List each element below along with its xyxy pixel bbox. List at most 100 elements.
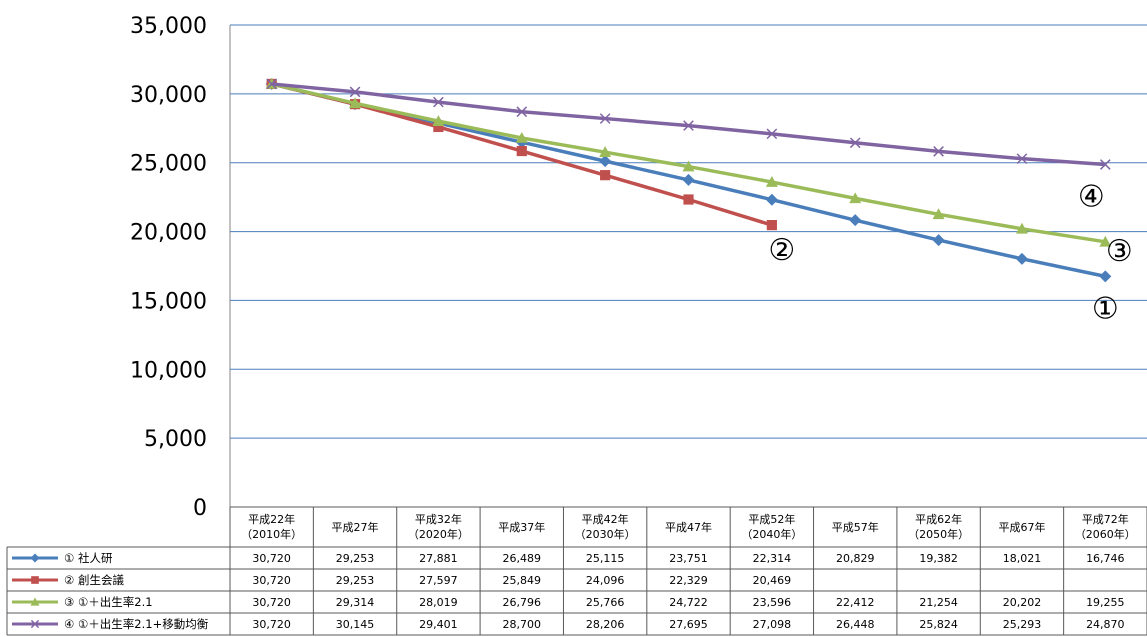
y-tick-label: 15,000 bbox=[130, 289, 207, 314]
data-cell: 29,253 bbox=[336, 552, 375, 565]
data-cell: 23,596 bbox=[753, 596, 792, 609]
x-tick-sublabel: （2010年） bbox=[241, 527, 302, 541]
data-cell: 18,021 bbox=[1003, 552, 1042, 565]
data-cell: 26,796 bbox=[503, 596, 542, 609]
series-label-1: ① bbox=[1092, 291, 1119, 326]
data-cell: 19,255 bbox=[1086, 596, 1125, 609]
x-tick-sublabel: （2040年） bbox=[741, 527, 802, 541]
series-4-point bbox=[349, 86, 361, 98]
x-tick-label: 平成47年 bbox=[665, 520, 712, 534]
series-1-point bbox=[682, 173, 695, 186]
y-tick-label: 5,000 bbox=[144, 427, 207, 452]
series-4-point bbox=[599, 113, 611, 124]
data-cell: 24,722 bbox=[669, 596, 708, 609]
data-cell: 22,329 bbox=[669, 574, 708, 587]
data-cell: 22,314 bbox=[753, 552, 792, 565]
x-tick-label: 平成62年 bbox=[915, 512, 962, 526]
series-4-point-stroke bbox=[683, 120, 694, 131]
legend-marker-3 bbox=[30, 597, 40, 606]
data-cell: 20,829 bbox=[836, 552, 875, 565]
data-cell: 29,314 bbox=[336, 596, 375, 609]
x-tick-sublabel: （2030年） bbox=[575, 527, 636, 541]
series-2-point bbox=[683, 194, 694, 205]
series-1-point bbox=[599, 155, 612, 168]
series-4-point bbox=[849, 137, 861, 149]
x-tick-label: 平成32年 bbox=[415, 512, 462, 526]
series-4-point bbox=[1099, 159, 1111, 170]
data-cell: 26,448 bbox=[836, 618, 875, 631]
series-label-4: ④ bbox=[1078, 180, 1105, 215]
series-label-3: ③ bbox=[1106, 234, 1133, 269]
legend-label-1: ① 社人研 bbox=[64, 551, 113, 565]
series-4-point-stroke bbox=[516, 106, 528, 118]
series-4-point-stroke bbox=[1099, 159, 1111, 170]
data-cell: 27,881 bbox=[419, 552, 458, 565]
data-cell: 21,254 bbox=[919, 596, 958, 609]
series-3-point bbox=[1099, 235, 1112, 247]
y-tick-label: 20,000 bbox=[130, 221, 207, 246]
legend-marker-4 bbox=[30, 619, 40, 629]
series-1-point bbox=[1099, 270, 1112, 283]
series-4-point-stroke bbox=[766, 128, 778, 140]
series-3-point bbox=[849, 192, 862, 204]
y-tick-label: 35,000 bbox=[130, 14, 207, 39]
series-4-point-stroke bbox=[433, 96, 444, 108]
x-tick-label: 平成72年 bbox=[1082, 512, 1129, 526]
series-4-point bbox=[933, 146, 944, 157]
series-1-point bbox=[932, 234, 945, 247]
data-cell: 30,720 bbox=[252, 552, 291, 565]
x-tick-label: 平成52年 bbox=[748, 512, 795, 526]
series-3-point bbox=[599, 146, 612, 157]
legend-label-2: ② 創生会議 bbox=[64, 573, 124, 587]
series-3-point bbox=[432, 115, 445, 126]
series-2-point bbox=[433, 121, 444, 133]
data-cell: 25,115 bbox=[586, 552, 625, 565]
series-3-point bbox=[349, 97, 362, 109]
data-cell: 20,469 bbox=[753, 574, 792, 587]
data-cell: 30,720 bbox=[252, 596, 291, 609]
y-tick-label: 30,000 bbox=[130, 83, 207, 108]
data-cell: 30,145 bbox=[336, 618, 375, 631]
x-tick-label: 平成37年 bbox=[498, 520, 545, 534]
data-cell: 29,253 bbox=[336, 574, 375, 587]
y-tick-label: 25,000 bbox=[130, 152, 207, 177]
series-4-point-stroke bbox=[599, 113, 611, 124]
series-4-point bbox=[1016, 153, 1028, 165]
data-cell: 25,293 bbox=[1003, 618, 1042, 631]
data-cell: 20,202 bbox=[1003, 596, 1042, 609]
data-cell: 28,019 bbox=[419, 596, 458, 609]
data-cell: 24,096 bbox=[586, 574, 625, 587]
series-4-point-stroke bbox=[933, 146, 944, 157]
series-3-point bbox=[515, 131, 528, 143]
legend-marker-2 bbox=[31, 576, 39, 584]
data-cell: 25,824 bbox=[919, 618, 958, 631]
series-4-point-stroke bbox=[349, 86, 361, 98]
data-cell: 29,401 bbox=[419, 618, 458, 631]
x-tick-label: 平成57年 bbox=[832, 520, 879, 534]
data-cell: 25,849 bbox=[503, 574, 542, 587]
data-cell: 28,206 bbox=[586, 618, 625, 631]
x-tick-label: 平成67年 bbox=[998, 520, 1045, 534]
series-1-point bbox=[765, 193, 778, 206]
x-tick-label: 平成42年 bbox=[582, 512, 629, 526]
x-tick-label: 平成27年 bbox=[332, 520, 379, 534]
y-tick-label: 0 bbox=[193, 496, 207, 521]
series-3-point bbox=[932, 208, 945, 220]
series-4-point bbox=[433, 96, 444, 108]
data-cell: 27,597 bbox=[419, 574, 458, 587]
series-4-point-stroke bbox=[849, 137, 861, 149]
x-tick-sublabel: （2060年） bbox=[1075, 527, 1136, 541]
legend-label-4: ④ ①＋出生率2.1+移動均衡 bbox=[64, 617, 209, 631]
series-1-point bbox=[1015, 252, 1028, 265]
data-cell: 28,700 bbox=[503, 618, 542, 631]
legend-label-3: ③ ①＋出生率2.1 bbox=[64, 595, 153, 609]
legend-marker-4-stroke bbox=[30, 619, 40, 629]
legend-marker-1 bbox=[30, 553, 40, 563]
data-cell: 22,412 bbox=[836, 596, 875, 609]
series-3-point bbox=[765, 176, 778, 187]
series-4-point bbox=[683, 120, 694, 131]
data-cell: 25,766 bbox=[586, 596, 625, 609]
series-4-point-stroke bbox=[1016, 153, 1028, 165]
series-3-point bbox=[682, 160, 695, 172]
